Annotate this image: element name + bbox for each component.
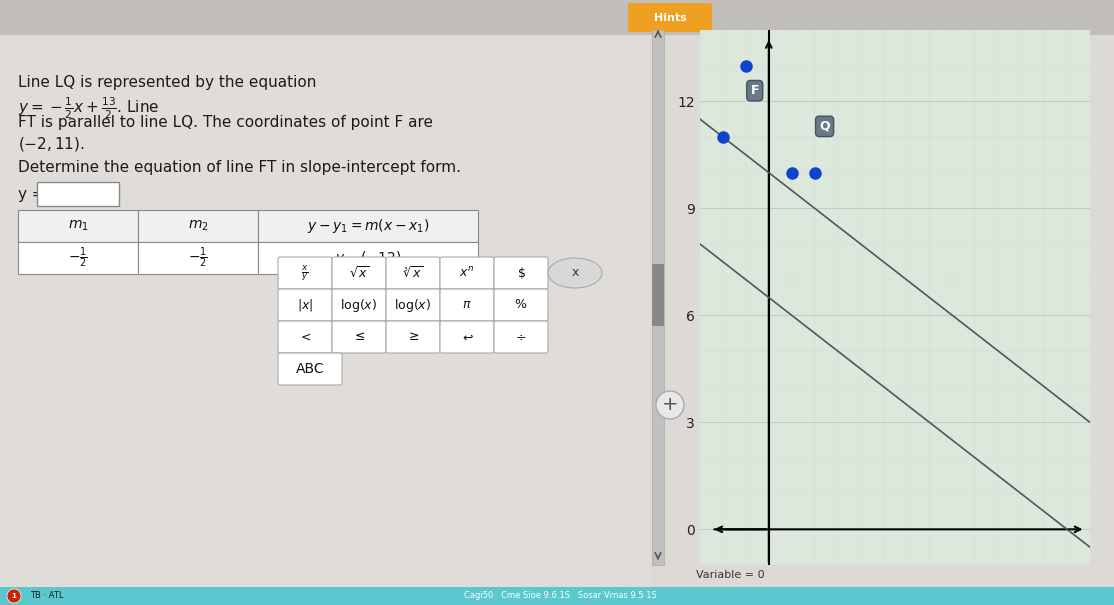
FancyBboxPatch shape — [332, 289, 385, 321]
Text: $y - (-12)$: $y - (-12)$ — [335, 249, 401, 267]
FancyBboxPatch shape — [385, 321, 440, 353]
Text: 1: 1 — [11, 593, 17, 599]
Text: ): ) — [849, 266, 854, 280]
Text: $\hookleftarrow$: $\hookleftarrow$ — [460, 330, 475, 344]
Text: F: F — [751, 84, 759, 97]
Text: 8: 8 — [947, 266, 956, 281]
FancyBboxPatch shape — [0, 0, 1114, 35]
Text: Q: Q — [819, 120, 830, 133]
Text: ^: ^ — [798, 298, 808, 312]
Text: =: = — [896, 362, 909, 376]
FancyBboxPatch shape — [138, 242, 258, 274]
FancyBboxPatch shape — [649, 22, 1114, 587]
FancyBboxPatch shape — [827, 257, 876, 289]
FancyBboxPatch shape — [976, 289, 1025, 321]
Text: $\frac{x}{y}$: $\frac{x}{y}$ — [301, 263, 309, 283]
Text: 0: 0 — [947, 362, 956, 376]
Ellipse shape — [548, 258, 602, 288]
Text: Hints: Hints — [654, 13, 686, 23]
Text: x: x — [798, 330, 807, 344]
Text: 2: 2 — [947, 330, 956, 344]
Text: $y - y_1 = m(x - x_1)$: $y - y_1 = m(x - x_1)$ — [306, 217, 429, 235]
Text: y =: y = — [18, 187, 45, 202]
FancyBboxPatch shape — [440, 321, 494, 353]
FancyBboxPatch shape — [494, 289, 548, 321]
FancyBboxPatch shape — [0, 22, 680, 587]
Text: FT is parallel to line LQ. The coordinates of point F are: FT is parallel to line LQ. The coordinat… — [18, 115, 433, 130]
FancyBboxPatch shape — [278, 289, 332, 321]
Text: $|x|$: $|x|$ — [297, 297, 313, 313]
FancyBboxPatch shape — [138, 210, 258, 242]
FancyBboxPatch shape — [878, 321, 927, 353]
FancyBboxPatch shape — [976, 353, 1025, 385]
Text: $m_2$: $m_2$ — [187, 219, 208, 233]
FancyBboxPatch shape — [494, 257, 548, 289]
FancyBboxPatch shape — [652, 30, 664, 565]
Text: $-\frac{1}{2}$: $-\frac{1}{2}$ — [188, 246, 208, 270]
Text: $\sqrt[3]{x}$: $\sqrt[3]{x}$ — [403, 266, 423, 281]
Text: $\leq$: $\leq$ — [352, 330, 365, 344]
Text: $m_1$: $m_1$ — [68, 219, 88, 233]
Text: $x^n$: $x^n$ — [459, 266, 475, 280]
FancyBboxPatch shape — [440, 257, 494, 289]
Text: 3: 3 — [996, 330, 1005, 344]
Text: $<$: $<$ — [299, 330, 312, 344]
FancyBboxPatch shape — [0, 587, 1114, 605]
FancyBboxPatch shape — [278, 257, 332, 289]
Text: $-\frac{1}{2}$: $-\frac{1}{2}$ — [68, 246, 88, 270]
FancyBboxPatch shape — [778, 289, 827, 321]
FancyBboxPatch shape — [927, 289, 976, 321]
Text: 1: 1 — [898, 330, 907, 344]
FancyBboxPatch shape — [927, 353, 976, 385]
Text: 5: 5 — [947, 298, 956, 313]
Text: *: * — [1046, 330, 1054, 344]
Text: $y = -\frac{1}{2}x + \frac{13}{2}$. Line: $y = -\frac{1}{2}x + \frac{13}{2}$. Line — [18, 95, 159, 120]
FancyBboxPatch shape — [827, 289, 876, 321]
FancyBboxPatch shape — [258, 242, 478, 274]
FancyBboxPatch shape — [652, 264, 664, 326]
Text: x: x — [571, 266, 578, 280]
Text: $\pi$: $\pi$ — [462, 298, 472, 312]
Text: $\log(x)$: $\log(x)$ — [341, 296, 378, 313]
FancyBboxPatch shape — [494, 321, 548, 353]
Text: .: . — [998, 362, 1003, 376]
FancyBboxPatch shape — [878, 289, 927, 321]
FancyBboxPatch shape — [628, 3, 712, 32]
FancyBboxPatch shape — [18, 210, 138, 242]
FancyBboxPatch shape — [927, 321, 976, 353]
FancyBboxPatch shape — [440, 289, 494, 321]
Text: 9: 9 — [996, 266, 1005, 281]
FancyBboxPatch shape — [278, 321, 332, 353]
FancyBboxPatch shape — [976, 257, 1025, 289]
FancyBboxPatch shape — [332, 321, 385, 353]
Text: Determine the equation of line FT in slope-intercept form.: Determine the equation of line FT in slo… — [18, 160, 461, 175]
FancyBboxPatch shape — [37, 182, 119, 206]
FancyBboxPatch shape — [1025, 321, 1074, 353]
FancyBboxPatch shape — [278, 353, 342, 385]
Text: $\%$: $\%$ — [515, 298, 528, 312]
Text: $\div$: $\div$ — [516, 330, 527, 344]
Text: $\sqrt{x}$: $\sqrt{x}$ — [349, 266, 369, 281]
Text: $(-2, 11)$.: $(-2, 11)$. — [18, 135, 85, 153]
FancyBboxPatch shape — [878, 257, 927, 289]
Text: y: y — [847, 330, 856, 344]
Text: Variable = 0: Variable = 0 — [695, 570, 764, 580]
Circle shape — [7, 589, 21, 603]
Text: 6: 6 — [996, 298, 1005, 313]
Text: 7: 7 — [898, 266, 907, 281]
FancyBboxPatch shape — [385, 289, 440, 321]
Text: ,: , — [850, 298, 853, 312]
FancyBboxPatch shape — [927, 257, 976, 289]
Text: 4: 4 — [898, 298, 907, 313]
Circle shape — [656, 391, 684, 419]
FancyBboxPatch shape — [778, 257, 827, 289]
Text: +: + — [662, 396, 678, 414]
FancyBboxPatch shape — [878, 353, 927, 385]
FancyBboxPatch shape — [18, 242, 138, 274]
Text: Cagi50   Cme Sioe 9.6.1S   Sosar Vrnas 9.5 1S: Cagi50 Cme Sioe 9.6.1S Sosar Vrnas 9.5 1… — [463, 592, 656, 601]
FancyBboxPatch shape — [976, 321, 1025, 353]
FancyBboxPatch shape — [332, 257, 385, 289]
FancyBboxPatch shape — [385, 257, 440, 289]
Text: Line LQ is represented by the equation: Line LQ is represented by the equation — [18, 75, 321, 90]
